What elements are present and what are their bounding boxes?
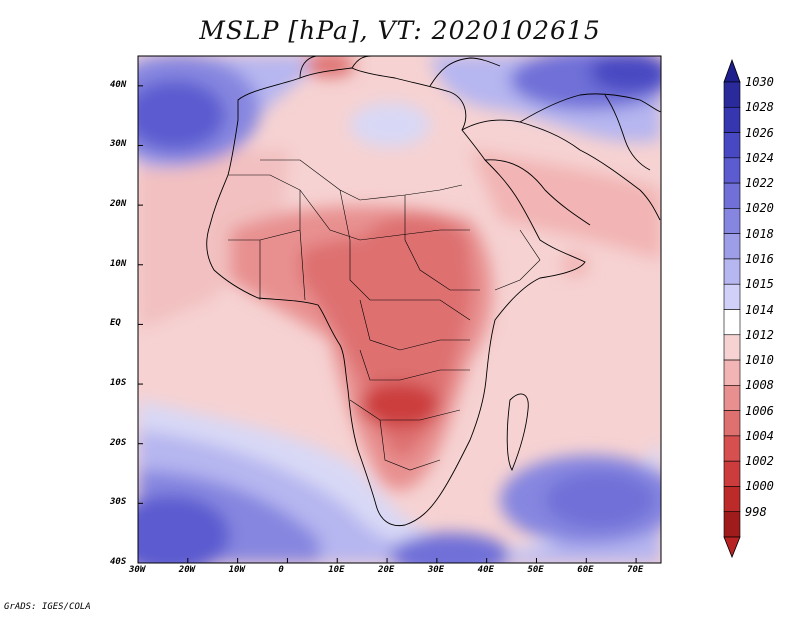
colorbar-level-label: 1006 <box>745 403 774 418</box>
map-title: MSLP [hPa], VT: 2020102615 <box>199 16 601 45</box>
colorbar-swatch <box>723 132 741 159</box>
colorbar-level-label: 1008 <box>745 378 774 393</box>
colorbar-swatch <box>723 283 741 310</box>
colorbar-level-label: 1000 <box>745 479 774 494</box>
lon-tick-label: 60E <box>577 565 594 575</box>
lon-tick-label: 10E <box>328 565 345 575</box>
lat-tick-label: 30S <box>110 497 127 508</box>
lat-tick-label: 20S <box>110 437 127 448</box>
colorbar-level-label: 1024 <box>745 150 774 165</box>
colorbar-level-label: 1015 <box>745 277 774 292</box>
colorbar-swatch <box>723 106 741 133</box>
lon-tick-label: 30W <box>129 565 146 575</box>
colorbar-level-label: 1002 <box>745 454 774 469</box>
colorbar-swatch <box>723 385 741 411</box>
colorbar-level-label: 1020 <box>745 201 774 216</box>
lat-tick-label: 30N <box>110 139 127 150</box>
colorbar-swatch <box>723 435 741 462</box>
lon-tick-label: 20E <box>378 565 395 575</box>
country-borders <box>228 159 541 471</box>
colorbar-swatch <box>723 359 741 386</box>
lat-tick-label: 40S <box>110 557 127 567</box>
colorbar-level-label: 1030 <box>745 75 774 89</box>
lat-tick-label: EQ <box>110 318 121 329</box>
colorbar-level-label: 1004 <box>745 428 774 443</box>
colorbar-level-label: 1016 <box>745 251 774 266</box>
lon-tick-label: 10W <box>228 565 245 575</box>
pressure-field <box>138 56 661 563</box>
lon-tick-label: 70E <box>627 565 644 575</box>
colorbar-swatch <box>723 208 741 234</box>
colorbar-swatch <box>723 182 741 209</box>
colorbar-swatch <box>723 81 741 108</box>
lon-tick-label: 20W <box>178 565 196 575</box>
footer-credit: GrADS: IGES/COLA <box>4 602 91 612</box>
colorbar-swatch <box>723 233 741 260</box>
colorbar-swatch <box>723 157 741 184</box>
colorbar-swatch <box>723 486 741 513</box>
map-frame <box>137 55 662 564</box>
axis-layer <box>137 85 637 564</box>
colorbar-level-label: 1010 <box>745 353 774 368</box>
coastlines <box>206 56 661 527</box>
colorbar-level-label: 998 <box>745 504 767 519</box>
lat-tick-label: 40N <box>110 79 127 90</box>
colorbar-level-label: 1022 <box>745 176 774 191</box>
colorbar-level-label: 1014 <box>745 302 774 317</box>
lat-tick-label: 10S <box>110 378 127 389</box>
lon-tick-label: 50E <box>527 565 544 575</box>
colorbar-bottom-arrow <box>723 536 741 559</box>
colorbar-swatch <box>723 258 741 285</box>
lat-tick-label: 10N <box>110 258 127 269</box>
colorbar <box>723 58 741 559</box>
colorbar-level-label: 1018 <box>745 226 774 241</box>
lon-tick-label: 30E <box>427 565 445 575</box>
colorbar-top-arrow <box>723 58 741 83</box>
colorbar-level-label: 1028 <box>745 100 774 115</box>
colorbar-swatch <box>723 410 741 437</box>
colorbar-swatch <box>723 334 741 361</box>
lon-tick-label: 0 <box>278 565 284 575</box>
lon-tick-label: 40E <box>477 565 494 575</box>
colorbar-swatch <box>723 511 741 538</box>
lat-tick-label: 20N <box>110 199 127 210</box>
colorbar-level-label: 1012 <box>745 327 774 342</box>
colorbar-swatch <box>723 460 741 487</box>
colorbar-level-label: 1026 <box>745 125 774 140</box>
colorbar-swatch <box>723 309 741 336</box>
